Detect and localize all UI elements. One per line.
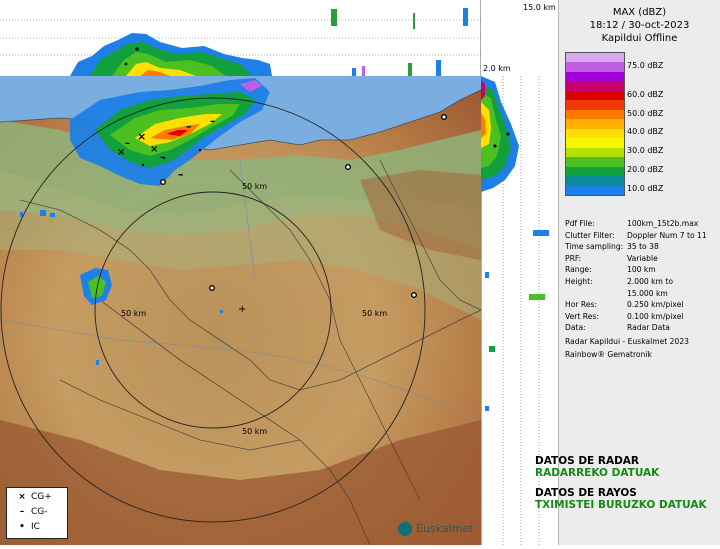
legend-cg-positive: × CG+ xyxy=(13,490,52,504)
scale-swatch xyxy=(566,71,624,82)
scale-swatch xyxy=(566,90,624,101)
dot-icon: • xyxy=(19,522,25,532)
lightning-legend: × CG+ – CG- • IC xyxy=(6,487,68,539)
svg-text:×: × xyxy=(150,144,158,155)
metadata-row: 15.000 km xyxy=(627,288,668,298)
dash-icon: – xyxy=(19,507,25,517)
city-markers xyxy=(159,113,448,299)
metadata-row: Clutter Filter: Doppler Num 7 to 11 xyxy=(565,230,707,240)
scale-label: 30.0 dBZ xyxy=(627,146,664,156)
scale-swatch xyxy=(566,166,624,177)
station-title: Kapildui Offline xyxy=(601,33,678,44)
datetime-title: 18:12 / 30-oct-2023 xyxy=(589,20,690,31)
height-top-label: 15.0 km xyxy=(523,3,556,12)
east-west-height-profile xyxy=(480,76,558,545)
north-south-height-profile xyxy=(0,0,482,76)
top-profile-svg xyxy=(0,0,482,76)
scale-swatch xyxy=(566,138,624,149)
lightning-data-subheading: TXIMISTEI BURUZKO DATUAK xyxy=(535,499,707,511)
scale-label: 10.0 dBZ xyxy=(627,184,664,194)
metadata-row: Range: 100 km xyxy=(565,265,656,275)
svg-text:–: – xyxy=(125,138,130,149)
svg-text:–: – xyxy=(210,116,215,127)
metadata-row: Vert Res: 0.100 km/pixel xyxy=(565,311,684,321)
side-profile-svg xyxy=(480,76,549,545)
height-bottom-label: 2.0 km xyxy=(483,64,511,73)
svg-text:+: + xyxy=(238,304,246,315)
scale-swatch xyxy=(566,176,624,187)
scale-swatch xyxy=(566,157,624,168)
radar-data-subheading: RADARREKO DATUAK xyxy=(535,467,660,479)
scale-label: 20.0 dBZ xyxy=(627,165,664,175)
scale-label: 50.0 dBZ xyxy=(627,108,664,118)
range-label-north: 50 km xyxy=(242,182,268,191)
metadata-row: Height: 2.000 km to xyxy=(565,277,673,286)
cross-icon: × xyxy=(18,492,26,502)
lightning-strikes: × × × – – – – – xyxy=(117,116,215,181)
radar-reflectivity-map[interactable]: + × × × – – – – – 50 km 50 km 50 km 50 k… xyxy=(0,76,481,545)
svg-text:×: × xyxy=(117,147,125,158)
scale-label: 40.0 dBZ xyxy=(627,127,664,137)
credit-line: Rainbow® Gematronik xyxy=(565,350,652,359)
scale-swatch xyxy=(566,119,624,130)
euskalmet-logo: Euskalmet xyxy=(398,522,473,536)
scale-swatch xyxy=(566,147,624,158)
legend-ic: • IC xyxy=(13,520,40,534)
scale-swatch xyxy=(566,100,624,111)
product-title: MAX (dBZ) xyxy=(612,7,667,18)
dbz-color-scale xyxy=(565,52,625,196)
metadata-row: PRF: Variable xyxy=(565,253,658,263)
range-ring-outer xyxy=(0,97,426,523)
scale-label: 75.0 dBZ xyxy=(627,61,664,71)
metadata-row: Time sampling: 35 to 38 xyxy=(565,242,659,252)
metadata-row: Hor Res: 0.250 km/pixel xyxy=(565,300,684,310)
map-svg: + × × × – – – – – xyxy=(0,76,481,545)
scale-swatch xyxy=(566,81,624,92)
svg-text:–: – xyxy=(178,168,184,181)
metadata-row: Data: Radar Data xyxy=(565,323,670,333)
credit-line: Radar Kapildui - Euskalmet 2023 xyxy=(565,337,690,346)
scale-swatch xyxy=(566,185,624,196)
range-label-east: 50 km xyxy=(362,309,388,318)
svg-text:–: – xyxy=(186,120,192,133)
lightning-data-heading: DATOS DE RAYOS xyxy=(535,487,637,499)
svg-text:–: – xyxy=(160,152,165,163)
range-ring-inner xyxy=(94,191,332,429)
scale-label: 60.0 dBZ xyxy=(627,89,664,99)
euskalmet-logo-icon xyxy=(398,522,412,536)
scale-swatch xyxy=(566,62,624,73)
scale-swatch xyxy=(566,53,624,63)
metadata-row: Pdf File: 100km_15t2b.max xyxy=(565,219,699,228)
scale-swatch xyxy=(566,128,624,139)
radar-data-heading: DATOS DE RADAR xyxy=(535,455,640,467)
range-label-south: 50 km xyxy=(242,427,268,436)
info-panel: MAX (dBZ) 18:12 / 30-oct-2023 Kapildui O… xyxy=(558,0,720,545)
legend-cg-negative: – CG- xyxy=(13,505,48,519)
radar-echoes xyxy=(20,78,270,365)
scale-swatch xyxy=(566,109,624,120)
range-label-west: 50 km xyxy=(121,309,147,318)
svg-text:×: × xyxy=(137,130,146,143)
